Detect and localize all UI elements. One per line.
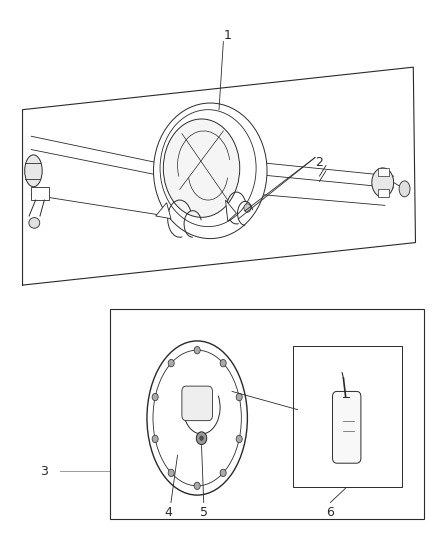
Circle shape bbox=[220, 359, 226, 367]
Circle shape bbox=[194, 346, 200, 354]
Circle shape bbox=[220, 469, 226, 477]
FancyBboxPatch shape bbox=[31, 187, 49, 200]
FancyBboxPatch shape bbox=[332, 391, 361, 463]
Ellipse shape bbox=[153, 103, 267, 239]
Text: 3: 3 bbox=[40, 465, 48, 478]
FancyBboxPatch shape bbox=[378, 189, 389, 197]
Circle shape bbox=[194, 482, 200, 490]
FancyBboxPatch shape bbox=[110, 309, 424, 519]
Polygon shape bbox=[155, 203, 171, 219]
Text: 5: 5 bbox=[200, 506, 208, 519]
Ellipse shape bbox=[372, 168, 394, 197]
Circle shape bbox=[152, 393, 158, 401]
Ellipse shape bbox=[25, 155, 42, 187]
Polygon shape bbox=[226, 200, 237, 221]
Ellipse shape bbox=[29, 217, 40, 228]
Text: 1: 1 bbox=[224, 29, 232, 42]
Circle shape bbox=[168, 359, 174, 367]
Ellipse shape bbox=[153, 350, 241, 486]
FancyBboxPatch shape bbox=[182, 386, 212, 421]
Ellipse shape bbox=[147, 341, 247, 495]
Circle shape bbox=[152, 435, 158, 443]
Circle shape bbox=[200, 436, 203, 440]
Circle shape bbox=[196, 432, 207, 445]
Ellipse shape bbox=[399, 181, 410, 197]
Circle shape bbox=[236, 435, 242, 443]
Ellipse shape bbox=[163, 119, 240, 217]
Circle shape bbox=[244, 204, 251, 212]
FancyBboxPatch shape bbox=[293, 346, 403, 487]
Ellipse shape bbox=[160, 110, 256, 227]
Circle shape bbox=[168, 469, 174, 477]
Text: 2: 2 bbox=[315, 156, 323, 169]
Text: 6: 6 bbox=[326, 506, 334, 519]
Text: 4: 4 bbox=[165, 506, 173, 519]
FancyBboxPatch shape bbox=[378, 167, 389, 176]
Circle shape bbox=[236, 393, 242, 401]
